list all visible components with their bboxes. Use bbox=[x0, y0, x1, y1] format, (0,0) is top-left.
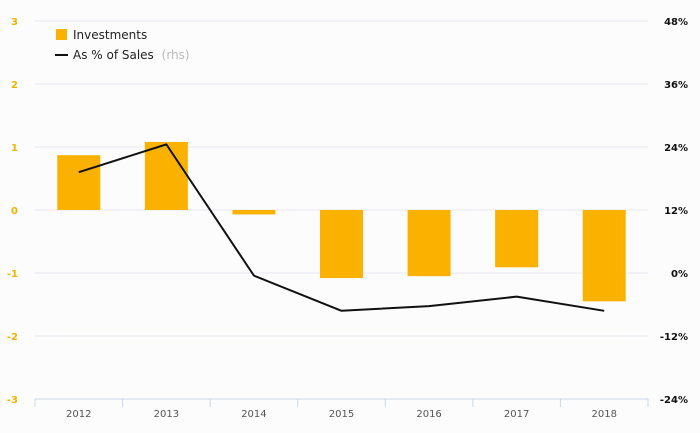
left-tick-label: -2 bbox=[7, 332, 18, 343]
x-tick-label: 2013 bbox=[154, 409, 179, 420]
left-tick-label: -1 bbox=[7, 269, 18, 280]
sales-share-line bbox=[78, 143, 605, 312]
x-tick-label: 2015 bbox=[329, 409, 354, 420]
right-tick-label: 0% bbox=[671, 269, 688, 280]
left-axis: 3 2 1 0 -1 -2 -3 bbox=[7, 17, 18, 406]
left-tick-label: 1 bbox=[11, 143, 18, 154]
x-axis: 2012 2013 2014 2015 2016 2017 2018 bbox=[34, 398, 649, 420]
bar-investments-2018 bbox=[582, 210, 626, 302]
legend-swatch-investments bbox=[56, 29, 67, 40]
bar-investments-2015 bbox=[320, 210, 363, 279]
legend-label-investments: Investments bbox=[73, 28, 147, 42]
right-tick-label: -24% bbox=[660, 395, 688, 406]
right-tick-label: 12% bbox=[664, 206, 688, 217]
x-tick-label: 2014 bbox=[241, 409, 266, 420]
x-tick-label: 2016 bbox=[416, 409, 441, 420]
right-tick-label: 24% bbox=[664, 143, 688, 154]
right-axis: 48% 36% 24% 12% 0% -12% -24% bbox=[660, 17, 688, 406]
bar-investments-2014 bbox=[232, 210, 276, 215]
investments-bars bbox=[57, 141, 626, 302]
legend-label-rhs-note: (rhs) bbox=[162, 48, 190, 62]
x-tick-label: 2017 bbox=[504, 409, 529, 420]
bar-investments-2016 bbox=[407, 210, 451, 277]
bar-investments-2013 bbox=[144, 141, 188, 210]
right-tick-label: 48% bbox=[664, 17, 688, 28]
right-tick-label: -12% bbox=[660, 332, 688, 343]
left-tick-label: -3 bbox=[7, 395, 18, 406]
x-tick-label: 2018 bbox=[591, 409, 616, 420]
left-tick-label: 3 bbox=[11, 17, 18, 28]
bar-investments-2012 bbox=[57, 155, 101, 210]
legend-label-sales-share: As % of Sales (rhs) bbox=[73, 48, 190, 62]
bar-investments-2017 bbox=[495, 210, 539, 268]
left-tick-label: 0 bbox=[11, 206, 18, 217]
x-tick-label: 2012 bbox=[66, 409, 91, 420]
line-sales-share bbox=[78, 143, 605, 312]
legend-label-sales-share-main: As % of Sales bbox=[73, 48, 154, 62]
left-tick-label: 2 bbox=[11, 80, 18, 91]
legend: Investments As % of Sales (rhs) bbox=[55, 28, 190, 62]
right-tick-label: 36% bbox=[664, 80, 688, 91]
